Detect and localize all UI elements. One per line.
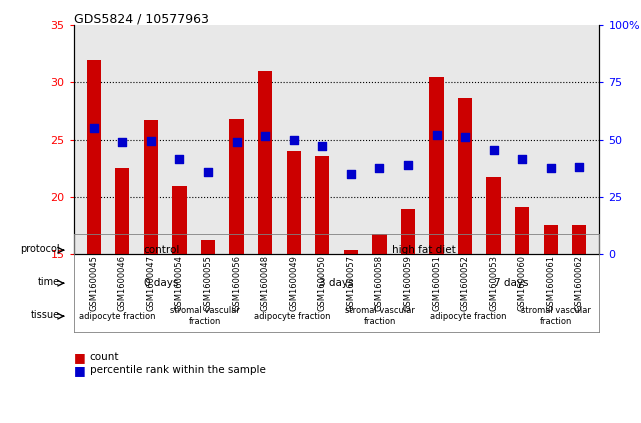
Point: [260, 133, 271, 140]
Bar: [372, 234, 387, 254]
Text: protocol: protocol: [21, 244, 60, 254]
Point: [88, 125, 99, 132]
Text: control: control: [143, 245, 179, 255]
Text: 7 days: 7 days: [494, 278, 529, 288]
Bar: [87, 60, 101, 254]
Bar: [201, 240, 215, 254]
Bar: [487, 177, 501, 254]
Text: time: time: [38, 277, 60, 287]
Point: [545, 165, 556, 172]
Text: stromal vascular
fraction: stromal vascular fraction: [170, 307, 240, 326]
Bar: [315, 156, 329, 254]
Text: adipocyte fraction: adipocyte fraction: [429, 312, 506, 321]
Point: [431, 132, 442, 138]
Bar: [258, 71, 272, 254]
Point: [203, 168, 213, 175]
Bar: [544, 225, 558, 254]
Text: adipocyte fraction: adipocyte fraction: [254, 312, 331, 321]
Bar: [458, 99, 472, 254]
Point: [403, 161, 413, 168]
Bar: [344, 250, 358, 254]
Point: [460, 134, 470, 141]
Point: [174, 156, 185, 162]
Text: percentile rank within the sample: percentile rank within the sample: [90, 365, 265, 375]
Bar: [172, 187, 187, 254]
Point: [117, 138, 128, 145]
Point: [288, 136, 299, 143]
Point: [488, 146, 499, 153]
Text: ■: ■: [74, 351, 85, 364]
Text: tissue: tissue: [31, 310, 60, 320]
Bar: [401, 209, 415, 254]
Bar: [287, 151, 301, 254]
Text: count: count: [90, 352, 119, 363]
Text: 3 days: 3 days: [319, 278, 354, 288]
Bar: [115, 168, 129, 254]
Bar: [429, 77, 444, 254]
Bar: [144, 120, 158, 254]
Point: [345, 170, 356, 177]
Point: [146, 137, 156, 144]
Text: stromal vascular
fraction: stromal vascular fraction: [520, 307, 590, 326]
Text: high fat diet: high fat diet: [392, 245, 456, 255]
Bar: [515, 207, 529, 254]
Text: 0 days: 0 days: [144, 278, 178, 288]
Point: [231, 138, 242, 145]
Bar: [229, 119, 244, 254]
Point: [317, 143, 328, 150]
Text: ■: ■: [74, 364, 85, 376]
Bar: [572, 225, 587, 254]
Point: [374, 165, 385, 172]
Point: [574, 164, 585, 170]
Text: GDS5824 / 10577963: GDS5824 / 10577963: [74, 13, 208, 26]
Point: [517, 156, 528, 162]
Text: adipocyte fraction: adipocyte fraction: [79, 312, 156, 321]
Text: stromal vascular
fraction: stromal vascular fraction: [345, 307, 415, 326]
